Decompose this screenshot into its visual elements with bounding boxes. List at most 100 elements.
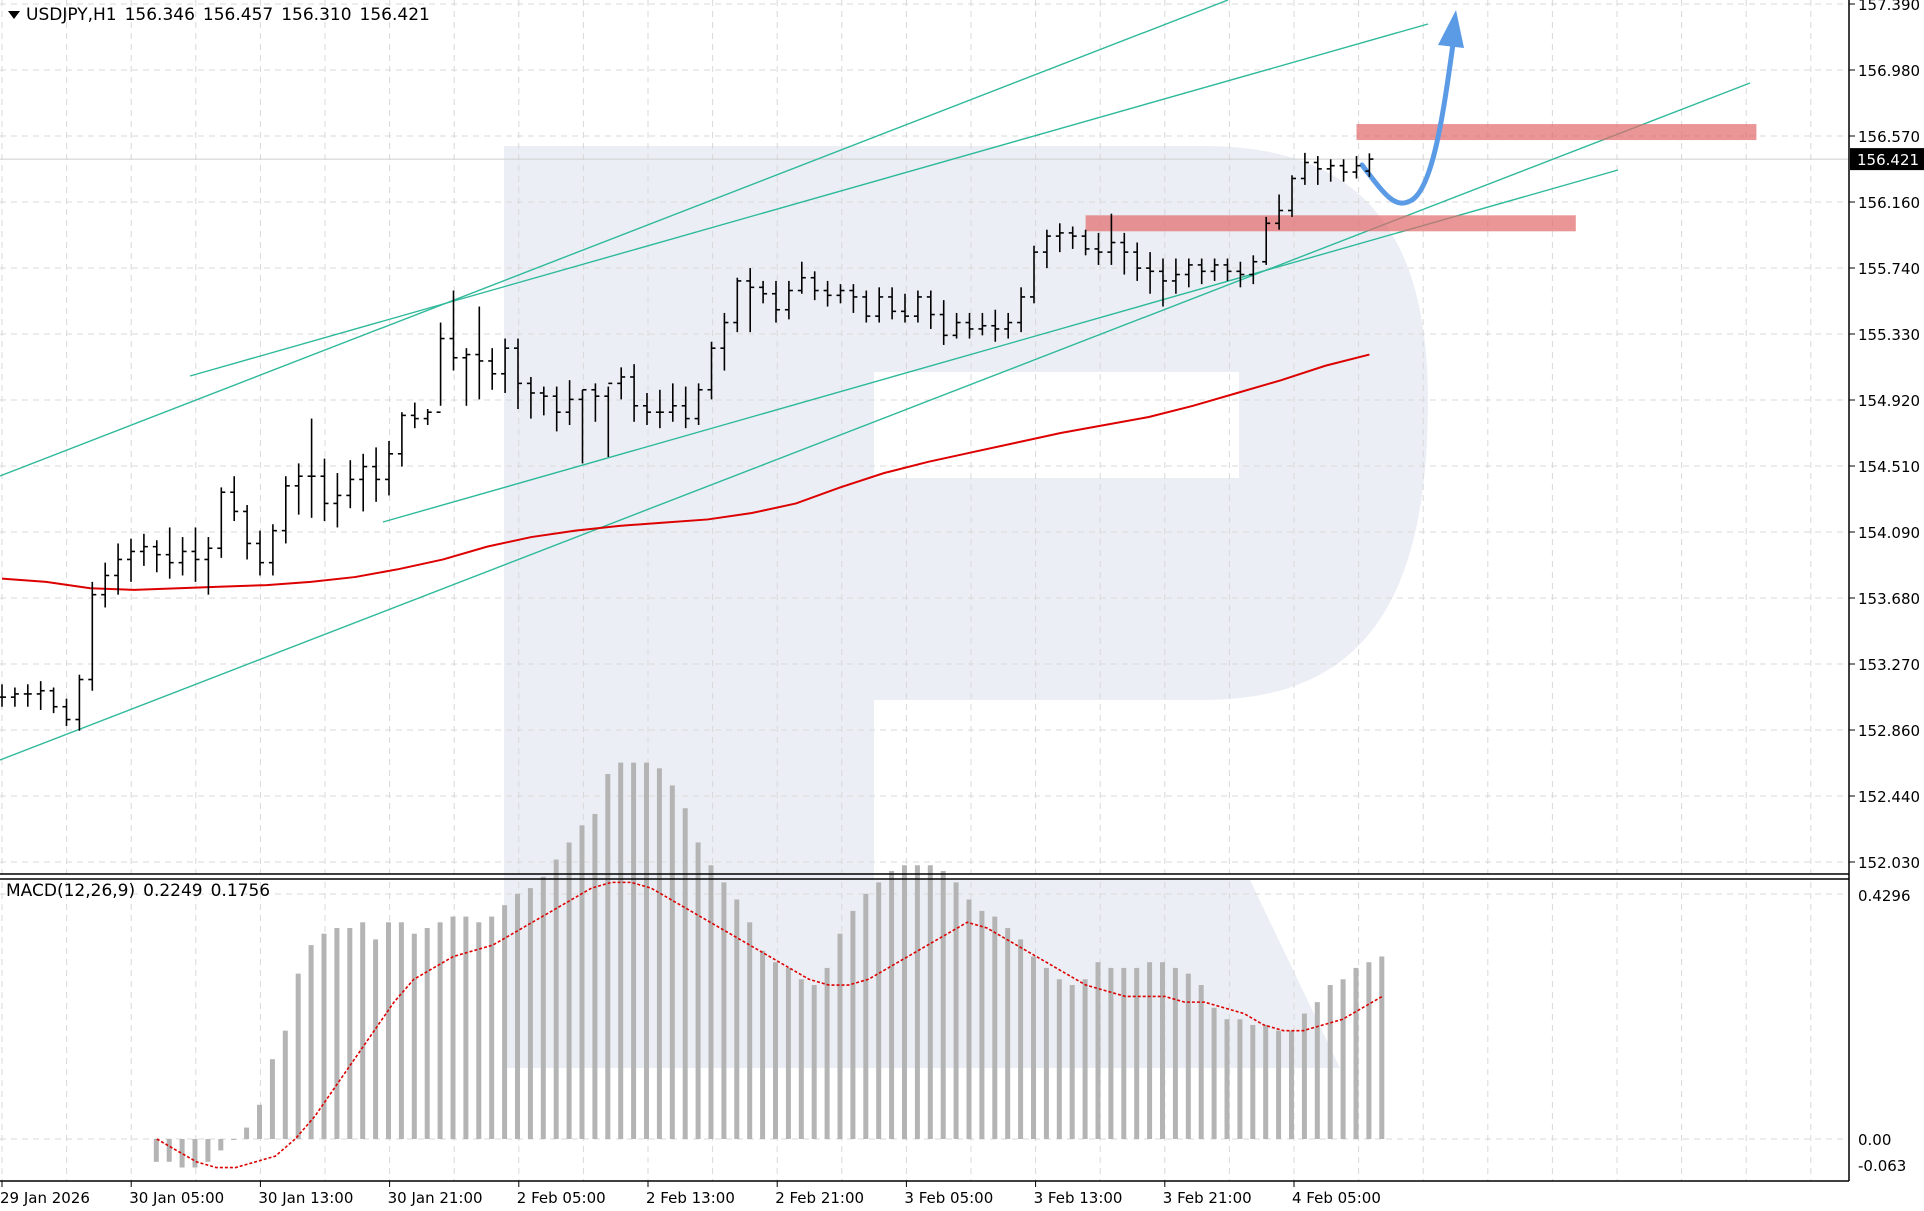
macd-histogram-bar <box>166 1139 172 1162</box>
macd-histogram-bar <box>527 888 533 1139</box>
ohlc-bar <box>991 309 1000 342</box>
macd-histogram-bar <box>360 922 366 1139</box>
high-value: 156.457 <box>202 5 274 25</box>
time-tick-label: 2 Feb 05:00 <box>517 1189 606 1207</box>
macd-histogram-bar <box>373 939 379 1139</box>
ohlc-bar <box>230 476 239 522</box>
ohlc-bar <box>217 487 226 558</box>
ohlc-bar <box>139 533 148 566</box>
macd-histogram-bar <box>953 882 959 1139</box>
macd-histogram-bar <box>785 967 791 1139</box>
ohlc-bar <box>385 441 393 496</box>
ohlc-bar <box>965 312 974 339</box>
ohlc-bar <box>913 290 922 323</box>
ohlc-bar <box>372 447 381 502</box>
macd-histogram-bar <box>1108 967 1114 1139</box>
macd-histogram-bar <box>269 1059 275 1139</box>
price-tick-label: 157.390 <box>1858 0 1920 14</box>
ohlc-bar <box>1210 258 1219 281</box>
ohlc-bar <box>1055 223 1064 253</box>
macd-histogram-bar <box>450 916 456 1139</box>
ohlc-bar <box>114 543 123 595</box>
macd-histogram-bar <box>992 916 998 1139</box>
macd-axis: 0.4296 0.00 -0.063 <box>1858 887 1911 1175</box>
macd-signal-value: 0.1756 <box>210 881 271 901</box>
macd-histogram-bar <box>566 842 572 1139</box>
time-tick-label: 4 Feb 05:00 <box>1292 1189 1381 1207</box>
ohlc-bar <box>952 312 961 339</box>
macd-histogram-bar <box>1095 962 1101 1139</box>
ohlc-bar <box>346 460 355 509</box>
ohlc-bar <box>397 412 406 467</box>
ohlc-bar <box>565 380 574 425</box>
dropdown-triangle-icon[interactable] <box>8 11 20 19</box>
macd-histogram-bar <box>927 865 933 1139</box>
time-tick-label: 2 Feb 21:00 <box>775 1189 864 1207</box>
macd-histogram-bar <box>1069 985 1075 1139</box>
price-tick-label: 153.270 <box>1858 656 1920 674</box>
macd-histogram-bar <box>295 973 301 1139</box>
ohlc-bar <box>410 402 419 429</box>
ohlc-bar <box>746 268 755 333</box>
price-axis[interactable]: 157.390 156.980 156.570 156.160 155.740 155.3… <box>1849 0 1924 872</box>
ohlc-bar <box>62 698 71 726</box>
ohlc-bar <box>797 261 806 294</box>
macd-histogram-bar <box>1160 962 1165 1139</box>
price-tick-label: 152.440 <box>1858 788 1920 806</box>
ohlc-bar <box>333 473 342 528</box>
ohlc-bar <box>901 293 909 323</box>
macd-histogram-bar <box>1379 956 1385 1139</box>
price-tick-label: 152.030 <box>1858 854 1920 872</box>
ohlc-bar <box>281 476 290 544</box>
ohlc-bar <box>10 687 19 707</box>
ohlc-bar <box>630 364 639 422</box>
ohlc-bar <box>1275 194 1284 230</box>
ohlc-bar <box>694 383 703 425</box>
macd-histogram-bar <box>695 842 701 1139</box>
moving-average-line <box>1 353 1370 591</box>
time-axis[interactable]: 29 Jan 2026 30 Jan 05:00 30 Jan 13:00 30 Ja… <box>0 1181 1381 1207</box>
ohlc-bar <box>514 338 522 409</box>
ohlc-bar <box>152 540 161 573</box>
ohlc-bar <box>1120 232 1129 275</box>
ohlc-bar <box>539 386 548 416</box>
ohlc-bar <box>810 271 819 301</box>
ohlc-bar <box>1004 312 1013 339</box>
ohlc-bar <box>243 505 252 560</box>
macd-header: MACD(12,26,9) 0.2249 0.1756 <box>6 881 270 901</box>
macd-histogram-bar <box>811 985 817 1139</box>
macd-tick-label: 0.4296 <box>1858 887 1911 905</box>
ohlc-bar <box>36 681 45 710</box>
ohlc-bar <box>888 287 897 320</box>
macd-histogram-bar <box>1276 1030 1282 1139</box>
ohlc-bar <box>1365 153 1374 177</box>
chart-header[interactable]: USDJPY,H1 156.346 156.457 156.310 156.421 <box>8 5 430 25</box>
macd-histogram-bar <box>411 933 417 1139</box>
ohlc-bar <box>1107 213 1116 265</box>
resistance-zone <box>1356 124 1757 141</box>
macd-histogram-bar <box>631 762 637 1139</box>
ohlc-bar <box>49 687 58 714</box>
ohlc-bar <box>1197 258 1206 285</box>
ohlc-bar <box>320 458 329 522</box>
macd-histogram-bar <box>437 922 443 1139</box>
chart-frame <box>0 0 1850 1182</box>
price-tick-label: 156.570 <box>1858 128 1920 146</box>
time-tick-label: 3 Feb 13:00 <box>1034 1189 1123 1207</box>
ohlc-bar <box>978 312 987 336</box>
price-tick-label: 154.510 <box>1858 458 1920 476</box>
macd-histogram-bar <box>979 910 985 1139</box>
macd-histogram-bar <box>940 870 946 1139</box>
ohlc-bar <box>75 674 84 731</box>
ohlc-bar <box>823 280 832 307</box>
macd-histogram-bar <box>966 899 972 1139</box>
annotations <box>0 0 1757 761</box>
ohlc-bar <box>707 341 716 400</box>
macd-histogram-bar <box>347 927 353 1139</box>
macd-title: MACD(12,26,9) <box>6 881 136 901</box>
macd-histogram-bar <box>708 865 714 1139</box>
macd-histogram-bar <box>669 785 675 1139</box>
macd-histogram-bar <box>1056 979 1062 1139</box>
ohlc-bar <box>1081 229 1090 256</box>
